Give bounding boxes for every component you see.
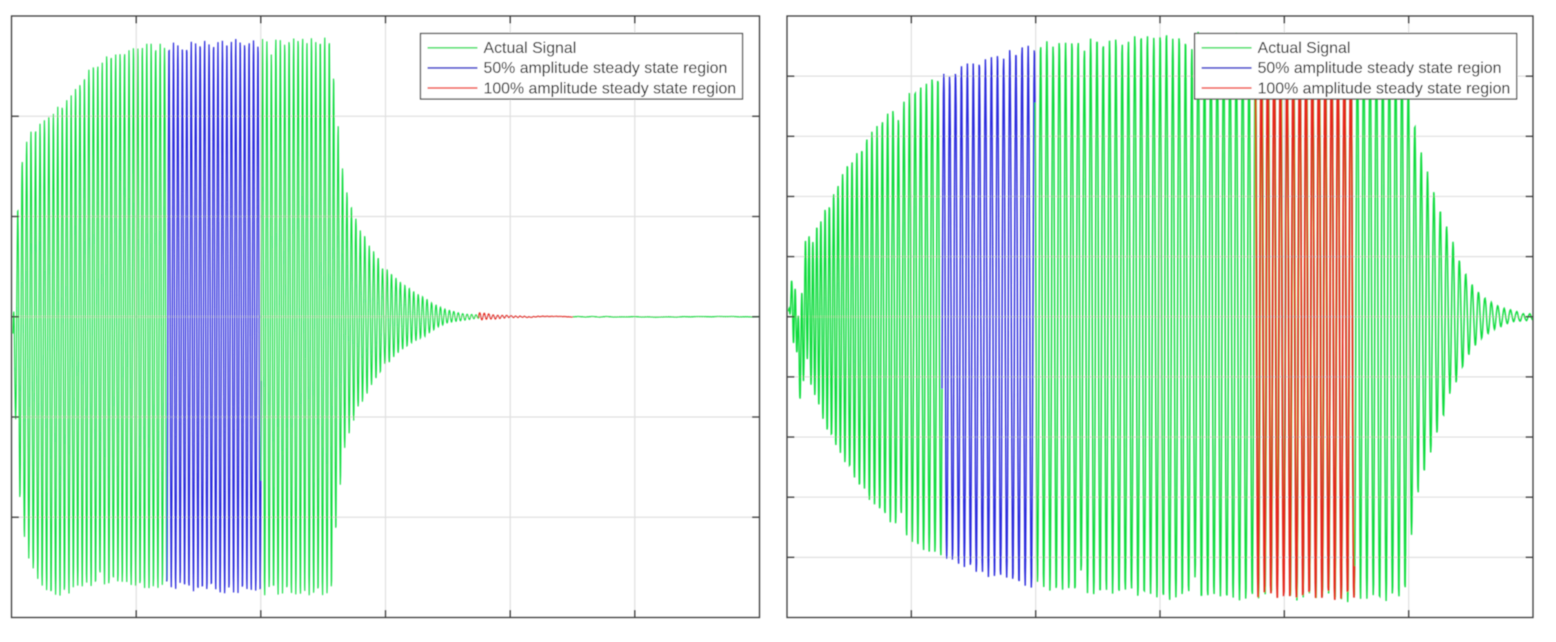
- svg-text:Actual Signal: Actual Signal: [1258, 40, 1351, 57]
- svg-text:50% amplitude steady state reg: 50% amplitude steady state region: [1258, 60, 1502, 77]
- svg-text:100% amplitude steady state re: 100% amplitude steady state region: [484, 80, 737, 97]
- svg-text:Actual Signal: Actual Signal: [484, 40, 577, 57]
- svg-text:50% amplitude steady state reg: 50% amplitude steady state region: [484, 60, 728, 77]
- svg-text:100% amplitude steady state re: 100% amplitude steady state region: [1258, 80, 1511, 97]
